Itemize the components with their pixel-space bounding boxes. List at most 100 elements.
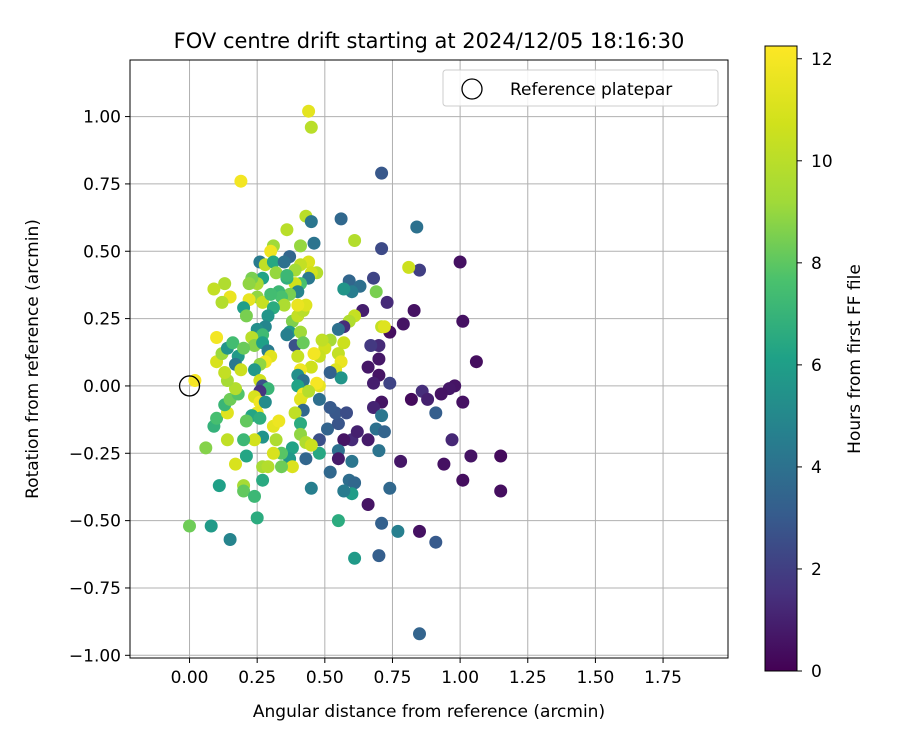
colorbar-ticks: 0 2 4 6 8 10 12: [797, 50, 833, 682]
colorbar-tick-label: 10: [811, 152, 833, 172]
data-point: [348, 551, 362, 565]
data-point: [394, 454, 408, 468]
data-point: [248, 489, 261, 503]
x-tick-label: 0.50: [306, 668, 344, 688]
data-point: [323, 465, 337, 479]
legend-marker-reference: [461, 78, 483, 100]
data-point: [285, 460, 299, 474]
data-point: [396, 317, 410, 331]
x-tick-label: 1.25: [509, 668, 547, 688]
data-point: [266, 255, 280, 269]
data-point: [291, 349, 305, 363]
data-point: [348, 234, 362, 247]
data-point: [277, 298, 291, 312]
data-point: [275, 460, 288, 474]
data-point: [377, 425, 391, 439]
data-point: [272, 414, 286, 428]
y-axis-label: Rotation from reference (arcmin): [23, 219, 43, 499]
data-point: [413, 263, 426, 277]
data-point: [437, 457, 451, 471]
y-axis-ticks: −1.00 −0.75 −0.50 −0.25 0.00 0.25 0.50 0.75 1.00: [69, 108, 130, 666]
data-point: [183, 519, 196, 533]
data-point: [218, 277, 232, 291]
data-point: [312, 446, 326, 460]
data-point: [369, 285, 383, 299]
data-point: [434, 387, 448, 401]
data-point: [429, 406, 443, 420]
data-point: [256, 295, 270, 309]
data-point: [404, 392, 418, 406]
data-point: [296, 336, 310, 350]
x-axis-label: Angular distance from reference (arcmin): [253, 702, 605, 722]
x-tick-label: 0.25: [238, 668, 276, 688]
chart-title: FOV centre drift starting at 2024/12/05 …: [174, 29, 685, 53]
data-point: [348, 476, 362, 490]
data-point: [229, 457, 242, 471]
data-point: [302, 384, 316, 398]
data-point: [237, 433, 251, 447]
data-point: [372, 444, 386, 458]
data-point: [312, 392, 326, 406]
data-point: [361, 433, 375, 447]
y-tick-label: −0.25: [69, 444, 121, 464]
data-points: [183, 104, 508, 641]
data-point: [294, 325, 307, 339]
data-point: [250, 511, 264, 525]
data-point: [237, 341, 251, 355]
data-point: [220, 433, 234, 447]
data-point: [304, 120, 318, 134]
data-point: [280, 269, 294, 282]
data-point: [215, 295, 229, 309]
x-tick-label: 1.75: [644, 668, 682, 688]
data-point: [361, 360, 375, 374]
data-point: [280, 223, 294, 237]
data-point: [239, 449, 253, 463]
data-point: [367, 376, 380, 390]
x-axis-ticks: 0.00 0.25 0.50 0.75 1.00 1.25 1.50 1.75: [171, 658, 682, 688]
data-point: [226, 336, 240, 350]
data-point: [321, 422, 334, 436]
data-point: [337, 336, 351, 350]
data-point: [372, 549, 386, 563]
colorbar: 0 2 4 6 8 10 12 Hours from first FF file: [764, 45, 865, 682]
data-point: [310, 376, 324, 390]
data-point: [453, 255, 467, 269]
data-point: [261, 309, 275, 323]
data-point: [334, 212, 348, 226]
data-point: [294, 239, 307, 253]
colorbar-gradient: [764, 45, 798, 672]
data-point: [375, 166, 389, 180]
data-point: [288, 406, 302, 420]
data-point: [364, 339, 378, 352]
data-point: [253, 411, 267, 425]
data-point: [383, 481, 397, 495]
colorbar-tick-label: 0: [811, 662, 822, 682]
y-tick-label: 0.25: [83, 310, 121, 330]
data-point: [315, 333, 329, 347]
colorbar-label: Hours from first FF file: [845, 264, 865, 454]
data-point: [229, 382, 242, 396]
data-point: [234, 363, 248, 377]
data-point: [331, 322, 345, 336]
data-point: [239, 414, 253, 428]
data-point: [307, 347, 321, 361]
data-point: [261, 460, 275, 474]
legend-box: [442, 69, 719, 107]
data-point: [456, 314, 470, 328]
data-point: [361, 498, 375, 511]
data-point: [302, 104, 316, 118]
y-tick-label: −0.75: [69, 579, 121, 599]
data-point: [383, 376, 397, 390]
data-point: [266, 446, 280, 460]
data-point: [212, 479, 226, 493]
colorbar-tick-label: 2: [811, 560, 822, 580]
data-point: [469, 355, 483, 369]
data-point: [445, 433, 459, 447]
data-point: [304, 438, 318, 452]
data-point: [307, 236, 321, 250]
data-point: [337, 282, 351, 296]
grid: [130, 60, 728, 658]
data-point: [210, 331, 224, 344]
data-point: [285, 441, 299, 455]
data-point: [380, 295, 394, 309]
